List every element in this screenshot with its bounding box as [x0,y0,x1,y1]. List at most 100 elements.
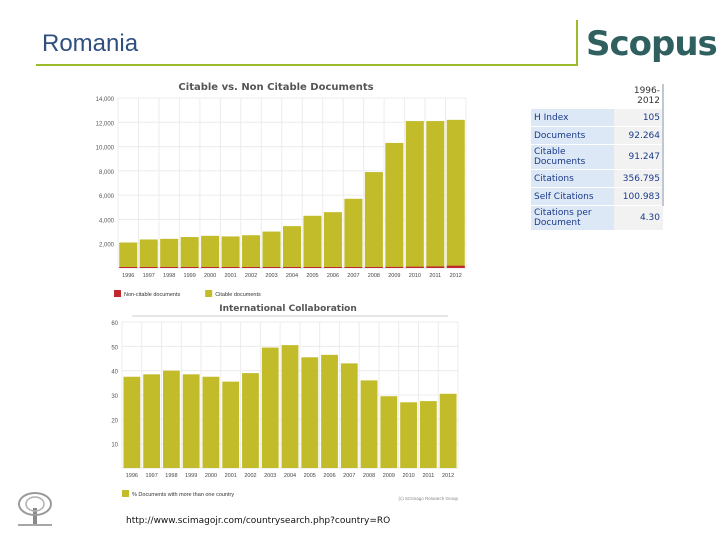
bar [303,215,322,268]
stats-value: 105 [614,108,663,127]
x-tick-label: 1996 [126,473,138,479]
bar-non-citable [119,267,138,268]
bar [242,373,259,468]
x-tick-label: 2005 [306,273,318,279]
bar [360,380,378,468]
bar [400,402,417,468]
bar [202,376,220,468]
stats-table-edge [662,84,664,206]
stats-value: 356.795 [614,169,663,188]
title-divider [36,64,576,66]
chart-credit: (c) SCImago Research Group [398,496,458,501]
x-tick-label: 2003 [265,273,277,279]
bar-non-citable [221,267,240,268]
x-tick-label: 2009 [383,473,395,479]
x-tick-label: 1998 [165,473,177,479]
stats-value: 4.30 [614,205,663,231]
y-tick-label: 20 [111,418,118,424]
bar-non-citable [160,267,179,268]
x-tick-label: 1997 [146,473,158,479]
x-tick-label: 2012 [442,473,454,479]
y-tick-label: 14,000 [96,97,115,103]
stats-row-documents: Documents 92.264 [531,126,663,145]
x-tick-label: 2001 [225,473,237,479]
stats-label: Self Citations [531,187,615,206]
stats-label: Documents [531,126,615,145]
bar-non-citable [139,267,158,268]
stats-value: 92.264 [614,126,663,145]
scopus-logo: Scopus [586,24,718,64]
x-tick-label: 2003 [264,473,276,479]
stats-header-spacer [531,84,615,109]
bar [119,242,138,268]
x-tick-label: 2007 [347,273,359,279]
x-tick-label: 2007 [343,473,355,479]
legend-label: Citable documents [215,292,261,298]
elsevier-tree-logo [18,492,52,526]
y-tick-label: 40 [111,370,118,376]
legend-swatch [114,290,121,297]
bar-non-citable [303,267,322,268]
y-tick-label: 8,000 [99,170,115,176]
bar [262,231,281,268]
stats-label: H Index [531,108,615,127]
x-tick-label: 2000 [205,473,217,479]
country-stats-table: 1996-2012 H Index 105 Documents 92.264 C… [531,84,663,231]
x-tick-label: 2001 [224,273,236,279]
bar-non-citable [323,267,342,268]
x-tick-label: 1996 [122,273,134,279]
bar-non-citable [262,267,281,268]
y-tick-label: 4,000 [99,218,115,224]
bar-non-citable [344,267,363,268]
bar [439,393,457,468]
bar [139,239,158,268]
x-tick-label: 2010 [409,273,421,279]
legend-swatch [205,290,213,297]
stats-row-citations: Citations 356.795 [531,169,663,188]
bar [201,235,220,268]
bar-non-citable [364,267,383,268]
stats-header-row: 1996-2012 [531,84,663,109]
x-tick-label: 1998 [163,273,175,279]
stats-row-citable-documents: Citable Documents 91.247 [531,144,663,170]
citable-documents-chart: Citable vs. Non Citable Documents 2,000 4,… [96,82,467,298]
stats-label: Citations per Document [531,205,615,231]
x-tick-label: 2011 [422,473,434,479]
logo-divider [576,20,578,66]
stats-value: 91.247 [614,144,663,170]
bar [261,347,279,468]
chart-title: Citable vs. Non Citable Documents [178,82,373,93]
bar-non-citable [201,267,220,268]
bar [282,226,302,268]
bar [323,212,342,268]
x-tick-label: 2011 [429,273,441,279]
x-tick-label: 2006 [327,273,339,279]
x-tick-label: 1997 [143,273,155,279]
bar [160,238,179,268]
x-tick-label: 2009 [388,273,400,279]
x-tick-label: 2006 [323,473,335,479]
bar [344,198,363,268]
bar-non-citable [405,266,424,268]
source-url: http://www.scimagojr.com/countrysearch.p… [126,516,391,526]
bar [340,363,358,468]
stats-label: Citations [531,169,615,188]
y-tick-label: 10 [111,443,118,449]
bar [380,396,398,468]
x-tick-label: 1999 [185,473,197,479]
bar-non-citable [180,267,199,268]
bar [163,370,180,468]
x-tick-label: 2004 [284,473,296,479]
y-tick-label: 10,000 [96,146,115,152]
x-tick-label: 2002 [245,273,257,279]
y-tick-label: 60 [111,321,118,327]
x-tick-label: 2000 [204,273,216,279]
stats-label: Citable Documents [531,144,615,170]
bar [419,401,437,468]
chart-title: International Collaboration [219,304,357,314]
y-tick-label: 6,000 [99,194,115,200]
x-tick-label: 2002 [244,473,256,479]
stats-period: 1996-2012 [614,84,663,109]
x-tick-label: 2008 [368,273,380,279]
bar [281,345,299,468]
